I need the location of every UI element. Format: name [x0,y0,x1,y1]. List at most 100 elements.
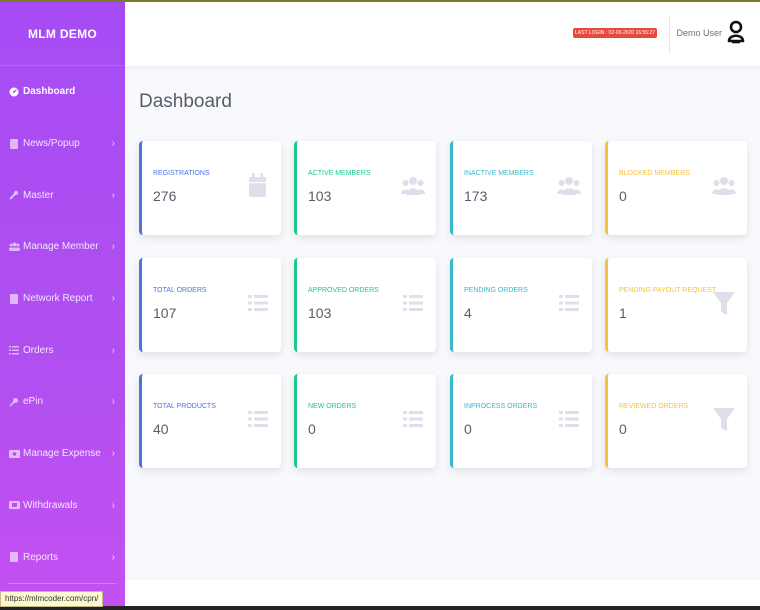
users-icon [712,177,736,195]
card-value: 107 [153,305,177,321]
users-icon [557,177,581,195]
sidebar-item-label: Withdrawals [23,499,78,511]
last-login-badge: LAST LOGIN : 02-09-2020 16:55:27 [573,28,657,38]
pin-icon [8,397,20,407]
card-value: 1 [619,305,627,321]
chevron-right-icon: › [111,189,115,201]
chevron-right-icon: › [111,448,115,460]
sidebar-item-news-popup[interactable]: News/Popup › [0,118,125,170]
sidebar-item-label: Reports [23,551,59,563]
topbar-divider [669,16,670,54]
sidebar-item-label: Network Report [23,293,93,305]
card-value: 103 [308,188,332,204]
chevron-right-icon: › [111,499,115,511]
sidebar-item-manage-member[interactable]: Manage Member › [0,221,125,273]
card-title: PENDING PAYOUT REQUEST [619,287,717,294]
card-approved-orders[interactable]: APPROVED ORDERS 103 [294,258,436,352]
sidebar-item-epin[interactable]: ePin › [0,376,125,428]
card-value: 103 [308,305,332,321]
main-content: Dashboard REGISTRATIONS 276 ACTIVE MEMBE… [125,66,760,580]
sidebar-item-manage-expense[interactable]: Manage Expense › [0,428,125,480]
calendar-icon [249,173,266,197]
list-icon [559,411,579,427]
user-name[interactable]: Demo User [676,28,722,38]
sidebar-item-network-report[interactable]: Network Report › [0,273,125,325]
card-pending-payout-request[interactable]: PENDING PAYOUT REQUEST 1 [605,258,747,352]
sidebar-item-withdrawals[interactable]: Withdrawals › [0,480,125,532]
card-title: APPROVED ORDERS [308,287,379,294]
card-title: INACTIVE MEMBERS [464,170,534,177]
sidebar-item-dashboard[interactable]: Dashboard [0,66,125,118]
wallet-icon [8,500,20,510]
sidebar-item-reports[interactable]: Reports › [0,531,125,583]
card-title: REVIEWED ORDERS [619,403,689,410]
card-value: 276 [153,188,177,204]
file-icon [8,138,20,149]
chevron-right-icon: › [111,138,115,150]
sidebar: MLM DEMO Dashboard News/Popup › Master ›… [0,2,125,610]
card-pending-orders[interactable]: PENDING ORDERS 4 [450,258,592,352]
chevron-right-icon: › [111,241,115,253]
sidebar-item-master[interactable]: Master › [0,169,125,221]
list-icon [248,295,268,311]
file-icon [8,293,20,304]
sidebar-item-orders[interactable]: Orders › [0,324,125,376]
card-reviewed-orders[interactable]: REVIEWED ORDERS 0 [605,374,747,468]
wrench-icon [8,190,20,200]
chevron-right-icon: › [111,396,115,408]
card-blocked-members[interactable]: BLOCKED MEMBERS 0 [605,141,747,235]
list-icon [559,295,579,311]
list-icon [403,295,423,311]
card-title: TOTAL PRODUCTS [153,403,216,410]
sidebar-divider [8,583,117,584]
chevron-right-icon: › [111,551,115,563]
window-top-border [0,0,760,2]
sidebar-item-label: News/Popup [23,138,80,150]
window-bottom-border [0,606,760,610]
card-title: ACTIVE MEMBERS [308,170,371,177]
card-value: 0 [619,188,627,204]
card-inactive-members[interactable]: INACTIVE MEMBERS 173 [450,141,592,235]
chevron-right-icon: › [111,344,115,356]
topbar: LAST LOGIN : 02-09-2020 16:55:27 Demo Us… [125,2,760,66]
users-icon [401,177,425,195]
card-title: TOTAL ORDERS [153,287,207,294]
card-value: 0 [619,421,627,437]
card-total-products[interactable]: TOTAL PRODUCTS 40 [139,374,281,468]
filter-icon [713,408,735,431]
card-total-orders[interactable]: TOTAL ORDERS 107 [139,258,281,352]
card-title: INPROCESS ORDERS [464,403,538,410]
card-active-members[interactable]: ACTIVE MEMBERS 103 [294,141,436,235]
users-icon [8,242,20,252]
sidebar-item-label: Manage Expense [23,448,101,460]
card-value: 173 [464,188,488,204]
page-title: Dashboard [139,91,232,112]
list-icon [403,411,423,427]
sidebar-item-label: ePin [23,396,44,408]
sidebar-item-label: Dashboard [23,86,76,98]
footer [125,580,760,610]
card-new-orders[interactable]: NEW ORDERS 0 [294,374,436,468]
card-title: REGISTRATIONS [153,170,210,177]
card-inprocess-orders[interactable]: INPROCESS ORDERS 0 [450,374,592,468]
card-title: PENDING ORDERS [464,287,528,294]
card-registrations[interactable]: REGISTRATIONS 276 [139,141,281,235]
sidebar-item-label: Manage Member [23,241,99,253]
filter-icon [713,292,735,315]
card-value: 4 [464,305,472,321]
money-icon [8,449,20,459]
list-icon [248,411,268,427]
sidebar-item-label: Master [23,189,54,201]
card-title: NEW ORDERS [308,403,357,410]
status-bar-url: https://mlmcoder.com/cpn/ [0,591,104,607]
list-icon [8,345,20,355]
chevron-right-icon: › [111,293,115,305]
card-value: 40 [153,421,169,437]
card-value: 0 [464,421,472,437]
sidebar-item-label: Orders [23,344,54,356]
brand-logo[interactable]: MLM DEMO [0,2,125,66]
card-title: BLOCKED MEMBERS [619,170,690,177]
dashboard-icon [8,87,20,97]
user-avatar-icon[interactable] [726,20,746,44]
card-value: 0 [308,421,316,437]
